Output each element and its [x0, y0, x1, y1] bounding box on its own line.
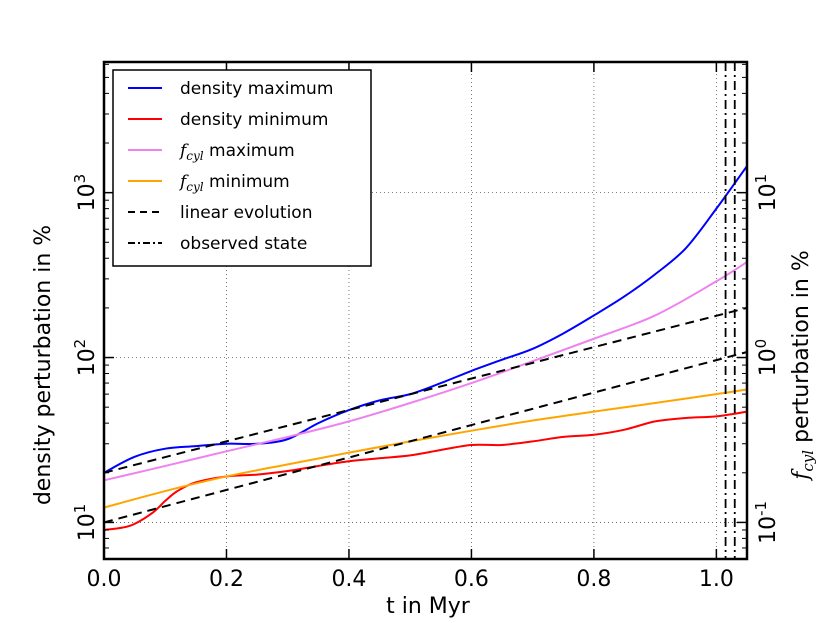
- x-tick-label: 0.2: [209, 567, 244, 592]
- legend-label-observed-state: observed state: [180, 234, 307, 254]
- density-minimum-line: [104, 412, 747, 530]
- y-left-tick-label: 102: [71, 339, 100, 377]
- x-tick-label: 0.6: [454, 567, 489, 592]
- y-right-tick-label: 10-1: [752, 501, 781, 544]
- y-axis-label-right: fcyl perturbation in %: [789, 250, 817, 482]
- fcyl-minimum-line: [104, 389, 747, 507]
- y-right-tick-label: 101: [752, 174, 781, 212]
- linear-evolution-line: [104, 308, 747, 473]
- x-axis-label: t in Myr: [386, 594, 471, 619]
- x-tick-label: 0.8: [576, 567, 611, 592]
- legend-label-density-minimum: density minimum: [180, 110, 328, 130]
- y-left-tick-label: 103: [71, 174, 100, 212]
- linear-evolution-2-line: [104, 352, 747, 522]
- x-tick-label: 1.0: [699, 567, 734, 592]
- x-tick-label: 0.4: [331, 567, 366, 592]
- y-right-tick-label: 100: [752, 339, 781, 377]
- y-right-label-subscript: cyl: [799, 450, 817, 472]
- y-left-tick-label: 101: [71, 504, 100, 542]
- fcyl-maximum-line: [104, 262, 747, 480]
- legend-label-linear-evolution: linear evolution: [180, 203, 312, 223]
- y-right-label-suffix: perturbation in %: [789, 250, 814, 450]
- y-axis-label-left: density perturbation in %: [31, 225, 56, 505]
- legend-label-density-maximum: density maximum: [180, 79, 333, 99]
- chart: 0.0 0.2 0.4 0.6 0.8 1.0 101 102 103 10-1 100 101 t …: [0, 0, 830, 623]
- x-tick-label: 0.0: [87, 567, 122, 592]
